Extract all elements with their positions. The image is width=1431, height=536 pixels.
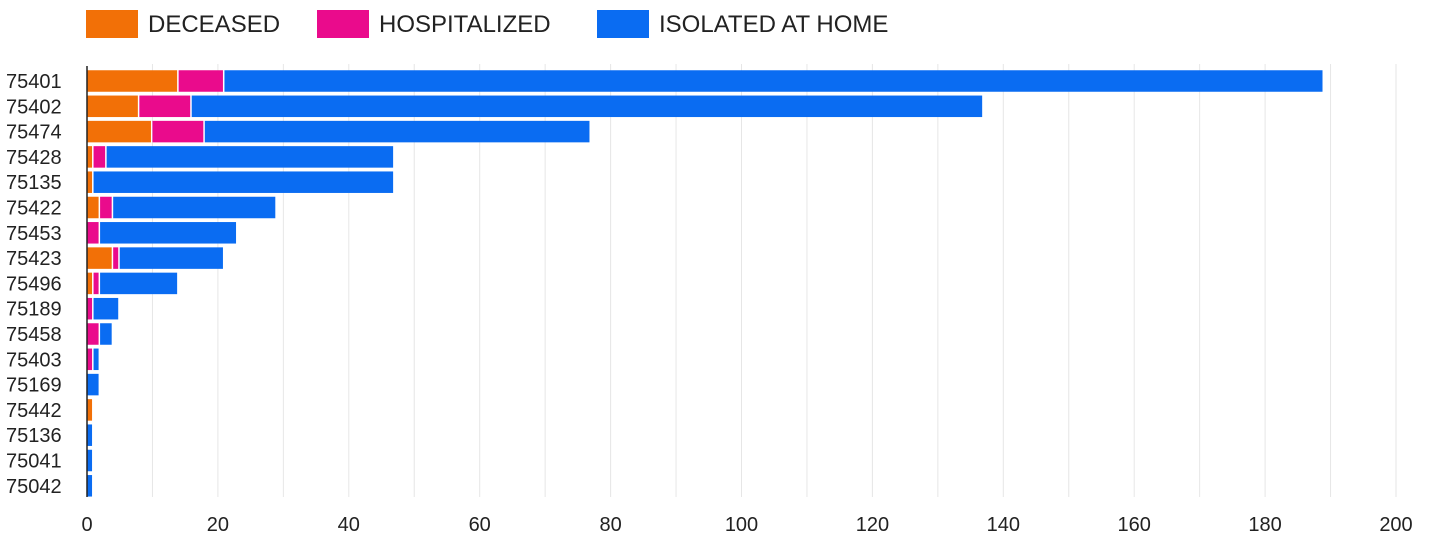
bar-segment[interactable] [119,247,223,269]
bar-segment[interactable] [106,146,394,168]
legend-swatch [317,10,369,38]
bar-segment[interactable] [87,373,99,396]
bar-segment[interactable] [87,70,178,92]
bar-segment[interactable] [93,272,99,295]
category-label: 75423 [6,248,62,270]
x-tick-labels: 0 20 40 60 80 100 120 140 160 180 200 [81,514,1412,536]
bar-segment[interactable] [100,323,112,345]
legend-label: ISOLATED AT HOME [659,11,888,38]
bar-segment[interactable] [87,196,99,219]
bar-segment[interactable] [87,247,112,269]
category-label: 75458 [6,324,62,346]
bar-segment[interactable] [87,272,93,295]
bar-segment[interactable] [87,146,93,168]
bar-segment[interactable] [87,95,138,118]
category-label: 75136 [6,425,62,447]
bar-segment[interactable] [139,95,191,118]
legend-label: DECEASED [148,11,280,38]
x-tick-label: 60 [469,514,491,536]
category-label: 75453 [6,223,62,245]
x-tick-label: 100 [725,514,758,536]
category-label: 75189 [6,299,62,321]
bar-segment[interactable] [87,449,93,472]
bar-segment[interactable] [152,120,204,143]
bar-segment[interactable] [204,120,590,143]
category-label: 75169 [6,375,62,397]
legend-swatch [597,10,649,38]
bar-segment[interactable] [93,171,394,193]
x-tick-label: 120 [856,514,889,536]
legend-item[interactable]: DECEASED [86,10,280,38]
bar-segment[interactable] [100,196,112,219]
x-tick-label: 200 [1379,514,1412,536]
x-tick-label: 180 [1248,514,1281,536]
bar-segment[interactable] [87,348,93,371]
category-label: 75042 [6,476,62,498]
bar-segment[interactable] [87,297,93,320]
x-tick-label: 80 [599,514,621,536]
category-label: 75135 [6,172,62,194]
category-label: 75442 [6,400,62,422]
legend-item[interactable]: HOSPITALIZED [317,10,551,38]
x-tick-label: 140 [987,514,1020,536]
bars [87,70,1323,497]
legend-label: HOSPITALIZED [379,11,551,38]
bar-segment[interactable] [87,171,93,193]
bar-segment[interactable] [87,323,99,345]
legend-swatch [86,10,138,38]
category-label: 75403 [6,349,62,371]
bar-segment[interactable] [191,95,983,118]
bar-segment[interactable] [93,348,99,371]
bar-segment[interactable] [87,399,93,421]
category-label: 75402 [6,96,62,118]
x-tick-label: 40 [338,514,360,536]
bar-segment[interactable] [93,297,119,320]
category-label: 75401 [6,71,62,93]
bar-segment[interactable] [87,222,99,244]
legend-item[interactable]: ISOLATED AT HOME [597,10,888,38]
category-labels: 75401 75402 75474 75428 75135 75422 75453 75423… [6,71,62,498]
category-label: 75041 [6,451,62,473]
bar-segment[interactable] [87,475,93,497]
bar-segment[interactable] [87,424,93,446]
bar-segment[interactable] [100,272,178,295]
x-tick-label: 160 [1118,514,1151,536]
bar-segment[interactable] [100,222,237,244]
category-label: 75496 [6,273,62,295]
bar-segment[interactable] [178,70,223,92]
category-label: 75422 [6,198,62,220]
bar-segment[interactable] [113,196,276,219]
bar-segment[interactable] [113,247,119,269]
bar-segment[interactable] [87,120,151,143]
legend[interactable]: DECEASED HOSPITALIZED ISOLATED AT HOME [86,10,888,38]
bar-segment[interactable] [224,70,1323,92]
category-label: 75474 [6,122,62,144]
x-tick-label: 20 [207,514,229,536]
bar-segment[interactable] [93,146,106,168]
x-tick-label: 0 [81,514,92,536]
category-label: 75428 [6,147,62,169]
